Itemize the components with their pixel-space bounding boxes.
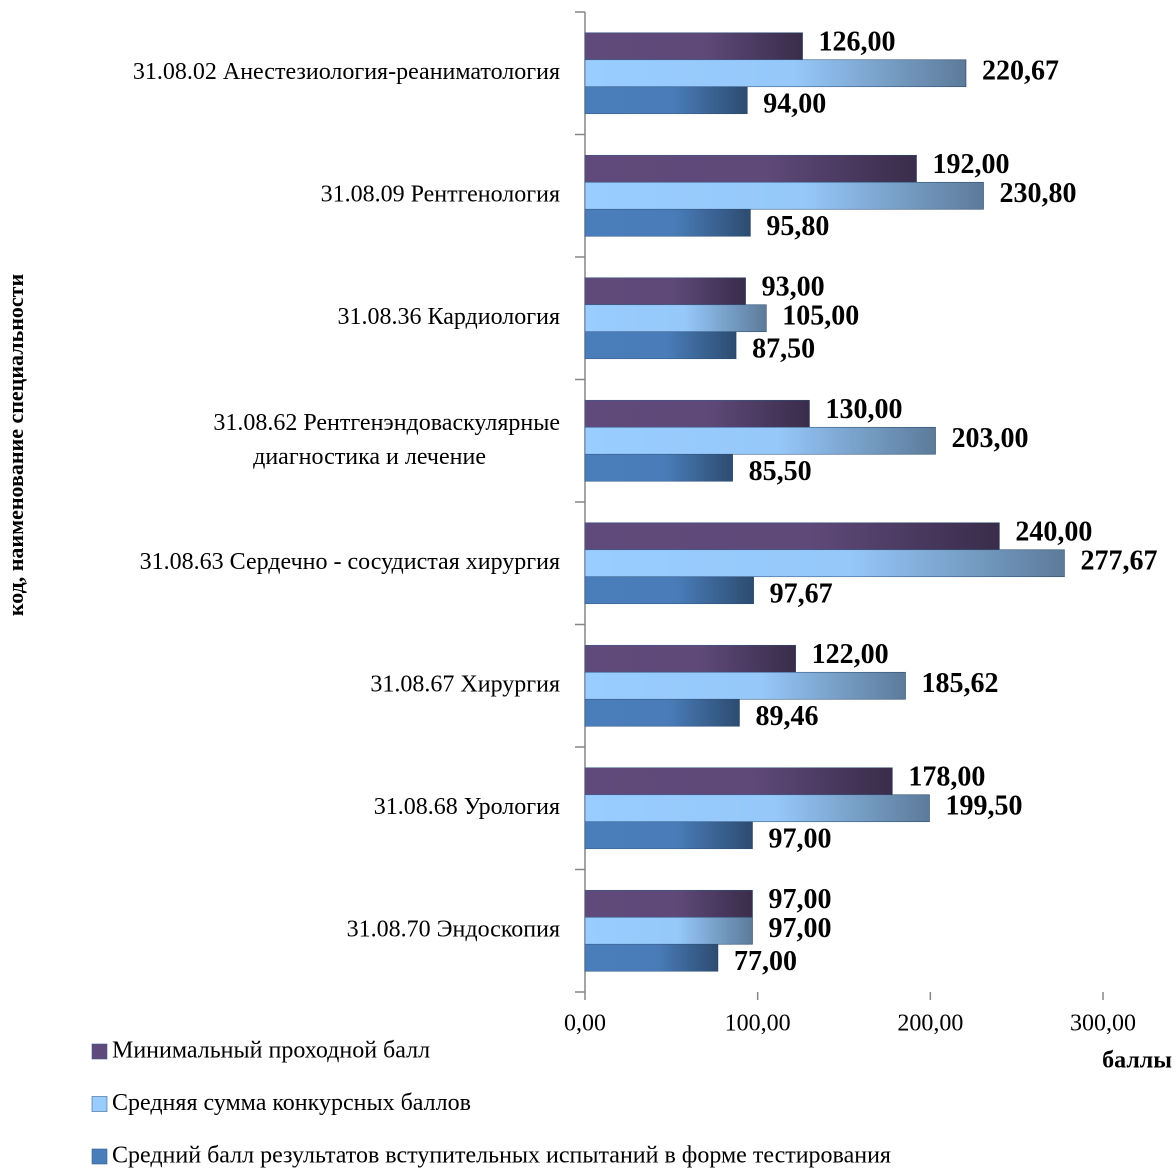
value-label: 93,00 [762, 272, 825, 303]
bar-shade [585, 821, 753, 849]
value-label: 185,62 [922, 668, 999, 699]
value-label: 122,00 [812, 639, 889, 670]
legend-swatch [91, 1148, 108, 1165]
value-label: 77,00 [734, 946, 797, 977]
y-tick-label: 31.08.67 Хирургия [370, 671, 560, 697]
value-label: 97,00 [768, 824, 831, 855]
bar-shade [585, 86, 748, 114]
bar-shade [585, 209, 751, 237]
value-label: 94,00 [763, 89, 826, 120]
value-label: 97,67 [770, 579, 833, 610]
value-label: 87,50 [752, 334, 815, 365]
legend-swatch [91, 1043, 108, 1060]
bar-shade [585, 331, 737, 359]
y-tick-label: 31.08.68 Урология [374, 794, 560, 820]
y-tick-label: 31.08.09 Рентгенология [321, 181, 560, 207]
y-tick-label: 31.08.62 Рентгенэндоваскулярные диагности… [213, 409, 560, 469]
value-label: 89,46 [755, 701, 818, 732]
x-tick-label: 200,00 [897, 1011, 963, 1037]
value-label: 220,67 [982, 56, 1059, 87]
bar-shade [585, 522, 1000, 550]
value-label: 277,67 [1080, 546, 1157, 577]
bar-shade [585, 917, 753, 945]
bar-shade [585, 454, 733, 482]
legend-label: Средняя сумма конкурсных баллов [112, 1090, 471, 1116]
bar-shade [585, 59, 967, 87]
legend-swatch [91, 1096, 108, 1112]
bar-shade [585, 576, 754, 604]
value-label: 199,50 [945, 791, 1022, 822]
legend-label: Средний балл результатов вступительных и… [112, 1143, 891, 1169]
x-axis-label: баллы [1102, 1048, 1172, 1074]
bar-shade [585, 32, 803, 60]
y-axis-label: код, наименование специальности [3, 274, 28, 617]
x-tick-label: 300,00 [1070, 1011, 1136, 1037]
bar-shade [585, 400, 810, 428]
value-label: 192,00 [933, 149, 1010, 180]
bar-shade [585, 944, 718, 972]
value-label: 230,80 [1000, 178, 1077, 209]
bar-shade [585, 699, 740, 727]
value-label: 95,80 [766, 211, 829, 242]
y-tick-label: 31.08.63 Сердечно - сосудистая хирургия [140, 549, 560, 575]
bar-shade [585, 427, 936, 455]
bar-shade [585, 155, 917, 183]
value-label: 105,00 [782, 301, 859, 332]
bar-shade [585, 890, 753, 918]
bar-shade [585, 794, 930, 822]
bar-shade [585, 672, 906, 700]
value-label: 130,00 [825, 394, 902, 425]
legend-label: Минимальный проходной балл [112, 1038, 430, 1064]
value-label: 126,00 [819, 27, 896, 58]
value-label: 240,00 [1015, 517, 1092, 548]
value-label: 97,00 [768, 913, 831, 944]
bar-shade [585, 277, 746, 305]
bar-shade [585, 182, 984, 210]
bar-shade [585, 304, 767, 332]
y-tick-label: 31.08.02 Анестезиология-реаниматология [133, 59, 560, 85]
y-tick-label: 31.08.36 Кардиология [338, 304, 560, 330]
bar-shade [585, 549, 1065, 577]
value-label: 178,00 [908, 762, 985, 793]
value-label: 203,00 [952, 423, 1029, 454]
bar-shade [585, 645, 796, 673]
x-tick-label: 100,00 [725, 1011, 791, 1037]
value-label: 97,00 [768, 884, 831, 915]
bar-shade [585, 767, 893, 795]
x-tick-label: 0,00 [564, 1011, 606, 1037]
value-label: 85,50 [749, 456, 812, 487]
y-tick-label: 31.08.70 Эндоскопия [347, 916, 560, 942]
